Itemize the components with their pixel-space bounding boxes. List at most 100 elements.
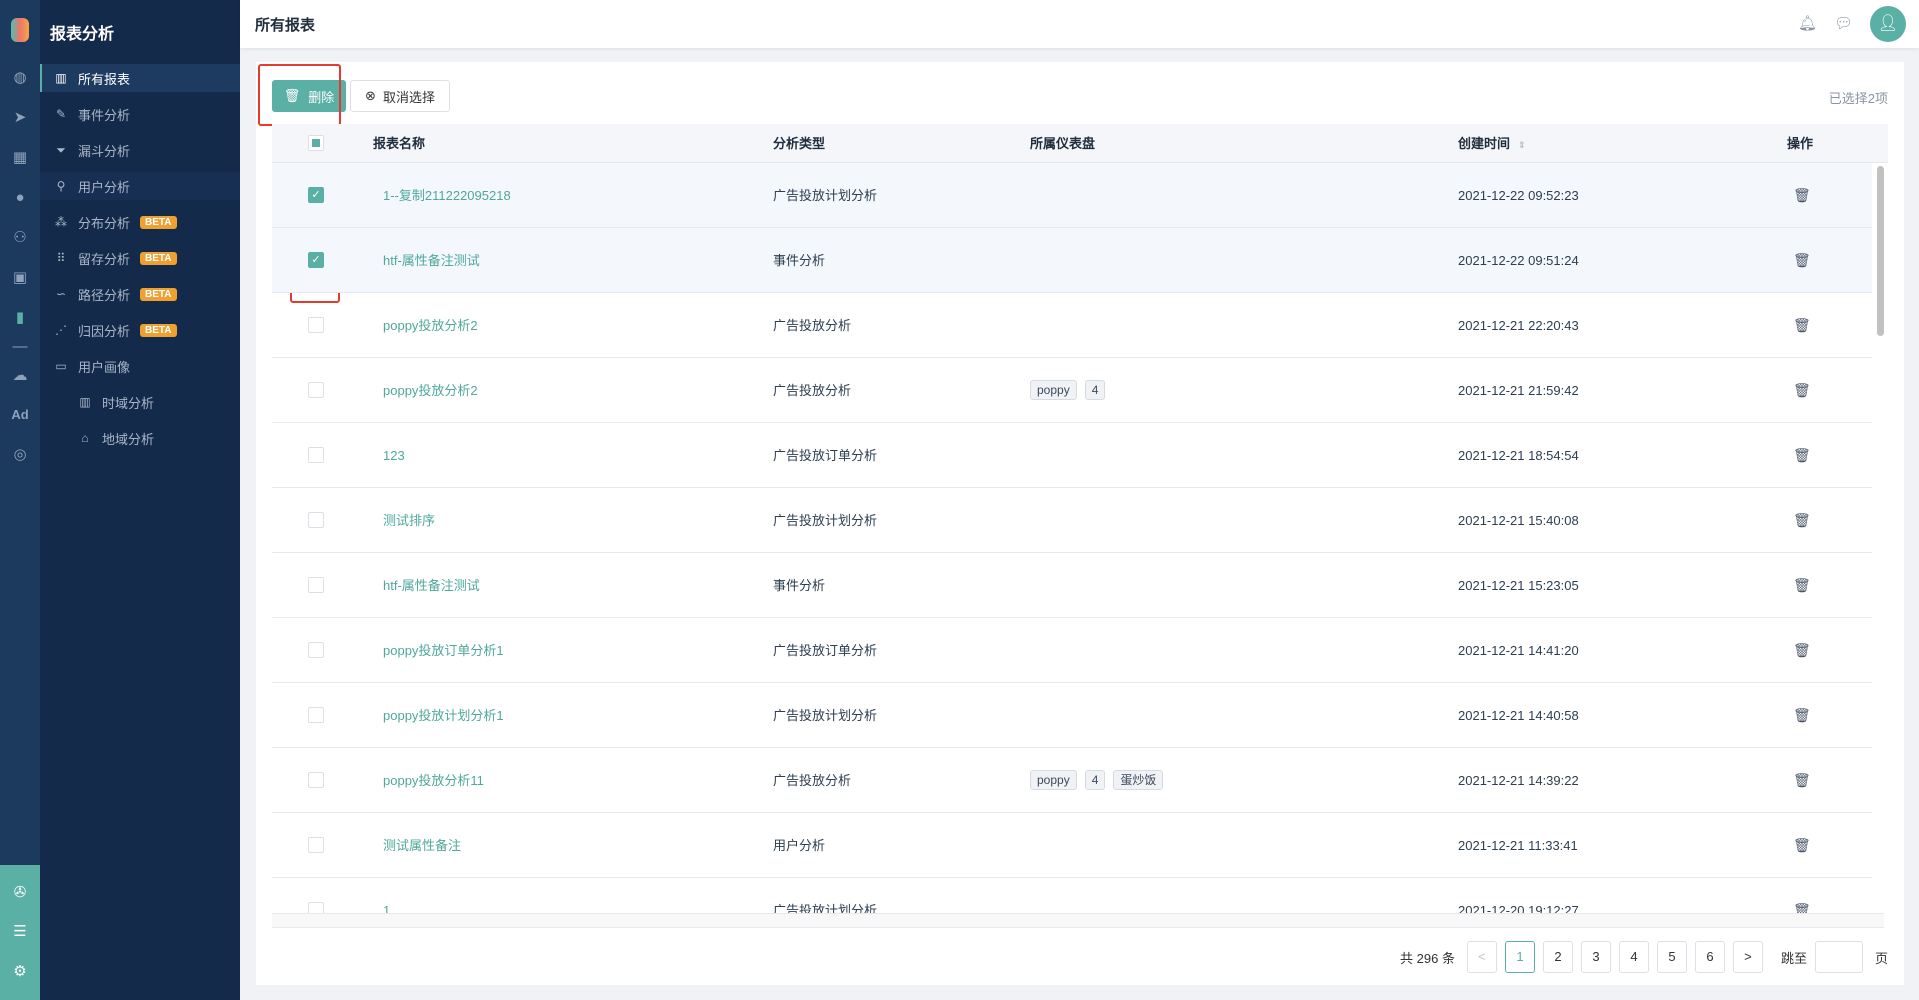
sidebar-item-5[interactable]: ⁂ 分布分析 BETA <box>40 208 240 236</box>
layout-icon[interactable]: ▦ <box>12 149 28 166</box>
delete-row-icon[interactable]: 🗑︎ <box>1793 512 1811 528</box>
sidebar-item-label: 用户分析 <box>78 179 131 195</box>
table-row: poppy投放分析11 广告投放分析 poppy 4 蛋炒饭 2021-12-21 … <box>272 748 1872 813</box>
delete-row-icon[interactable]: 🗑︎ <box>1793 642 1811 658</box>
sort-icon[interactable]: ⇕ <box>1518 140 1526 150</box>
horizontal-scrollbar[interactable] <box>272 913 1884 928</box>
divider: — <box>12 338 28 355</box>
sidebar-item-3[interactable]: ⏷ 漏斗分析 <box>40 136 240 164</box>
delete-row-icon[interactable]: 🗑︎ <box>1793 447 1811 463</box>
delete-row-icon[interactable]: 🗑︎ <box>1793 382 1811 398</box>
row-checkbox[interactable]: ✓ <box>308 252 324 268</box>
report-name-link[interactable]: poppy投放计划分析1 <box>383 708 504 723</box>
delete-row-icon[interactable]: 🗑︎ <box>1793 187 1811 203</box>
report-name-link[interactable]: htf-属性备注测试 <box>383 578 480 593</box>
delete-row-icon[interactable]: 🗑︎ <box>1793 707 1811 723</box>
report-name-link[interactable]: 测试排序 <box>383 513 436 528</box>
row-checkbox[interactable] <box>308 772 324 788</box>
row-checkbox[interactable] <box>308 317 324 333</box>
total-count: 共 296 条 <box>1400 950 1455 966</box>
dashboard-tag[interactable]: 4 <box>1084 769 1106 790</box>
created-time: 2021-12-21 11:33:41 <box>1458 838 1578 853</box>
sidebar-item-9[interactable]: ▭ 用户画像 <box>40 352 240 380</box>
badge-icon[interactable]: ▣ <box>12 269 28 286</box>
row-checkbox[interactable] <box>308 902 324 913</box>
dashboard-tag[interactable]: 蛋炒饭 <box>1113 769 1164 790</box>
cancel-selection-button[interactable]: ⊗ 取消选择 <box>350 80 450 112</box>
edit-doc-icon: ✎ <box>55 107 67 121</box>
sidebar-item-8[interactable]: ⋰ 归因分析 BETA <box>40 316 240 344</box>
row-checkbox[interactable] <box>308 837 324 853</box>
delete-row-icon[interactable]: 🗑︎ <box>1793 577 1811 593</box>
report-name-link[interactable]: 测试属性备注 <box>383 838 462 853</box>
avatar[interactable]: 👤︎ <box>1870 6 1906 42</box>
page-button[interactable]: 3 <box>1580 941 1611 973</box>
gear-icon[interactable]: ⚙ <box>13 963 27 980</box>
select-all-checkbox[interactable] <box>308 135 324 151</box>
analysis-type: 事件分析 <box>773 578 826 593</box>
prev-page-button[interactable]: < <box>1466 941 1497 973</box>
row-checkbox[interactable] <box>308 512 324 528</box>
delete-button[interactable]: 🗑︎ 删除 <box>272 80 346 112</box>
bell-icon[interactable]: 🔔︎ <box>1797 15 1817 32</box>
bar-chart-icon[interactable]: ▮ <box>15 309 25 326</box>
created-time: 2021-12-21 21:59:42 <box>1458 383 1579 398</box>
delete-row-icon[interactable]: 🗑︎ <box>1793 252 1811 268</box>
page-button[interactable]: 5 <box>1656 941 1687 973</box>
dashboard-tag[interactable]: poppy <box>1030 769 1077 790</box>
row-checkbox[interactable] <box>308 577 324 593</box>
row-checkbox[interactable] <box>308 382 324 398</box>
sidebar-item-label: 分布分析 <box>78 215 131 231</box>
target-icon[interactable]: ◎ <box>13 446 27 463</box>
sidebar-item-11[interactable]: ⌂ 地域分析 <box>40 424 240 452</box>
beta-badge: BETA <box>140 323 177 337</box>
row-checkbox[interactable] <box>308 642 324 658</box>
report-name-link[interactable]: 1--复制211222095218 <box>383 188 511 203</box>
delete-row-icon[interactable]: 🗑︎ <box>1793 837 1811 853</box>
user-list-icon: ⚲ <box>56 179 66 193</box>
report-name-link[interactable]: poppy投放分析2 <box>383 383 478 398</box>
sidebar-item-4[interactable]: ⚲ 用户分析 <box>40 172 240 200</box>
icon-rail: ◍ ➤ ▦ ● ⚇ ▣ ▮ — ☁ Ad ◎ ✇ ☰ ⚙ <box>0 0 40 1000</box>
page-button[interactable]: 4 <box>1618 941 1649 973</box>
row-checkbox[interactable]: ✓ <box>308 187 324 203</box>
sidebar-item-6[interactable]: ⠿ 留存分析 BETA <box>40 244 240 272</box>
next-page-button[interactable]: > <box>1732 941 1763 973</box>
delete-row-icon[interactable]: 🗑︎ <box>1793 772 1811 788</box>
sidebar-item-2[interactable]: ✎ 事件分析 <box>40 100 240 128</box>
wechat-icon[interactable]: ☁ <box>12 367 28 384</box>
jump-page-input[interactable] <box>1814 941 1863 973</box>
sidebar-item-7[interactable]: ∽ 路径分析 BETA <box>40 280 240 308</box>
report-name-link[interactable]: poppy投放分析2 <box>383 318 478 333</box>
bar-chart-icon: ▥ <box>79 395 91 409</box>
vertical-scrollbar[interactable] <box>1877 166 1884 336</box>
delete-row-icon[interactable]: 🗑︎ <box>1793 317 1811 333</box>
page-button[interactable]: 2 <box>1542 941 1573 973</box>
dashboard-tag[interactable]: poppy <box>1030 379 1077 400</box>
report-name-link[interactable]: 123 <box>383 448 405 463</box>
row-checkbox[interactable] <box>308 707 324 723</box>
chat-icon[interactable]: 💬︎ <box>1833 15 1853 32</box>
sidebar-item-10[interactable]: ▥ 时域分析 <box>40 388 240 416</box>
send-icon[interactable]: ➤ <box>13 109 27 126</box>
report-name-link[interactable]: poppy投放订单分析1 <box>383 643 504 658</box>
report-name-link[interactable]: htf-属性备注测试 <box>383 253 480 268</box>
page-button[interactable]: 6 <box>1694 941 1725 973</box>
dashboard-tag[interactable]: 4 <box>1084 379 1106 400</box>
user-icon[interactable]: ● <box>15 189 25 206</box>
report-name-link[interactable]: 1 <box>383 903 391 913</box>
delete-row-icon[interactable]: 🗑︎ <box>1793 902 1811 913</box>
col-created[interactable]: 创建时间 ⇕ <box>1458 124 1526 165</box>
server-icon[interactable]: ☰ <box>13 923 27 940</box>
ad-icon[interactable]: Ad <box>11 407 29 422</box>
page-button[interactable]: 1 <box>1504 941 1535 973</box>
created-time: 2021-12-21 22:20:43 <box>1458 318 1579 333</box>
table-row: 测试排序 广告投放计划分析 2021-12-21 15:40:08 🗑︎ <box>272 488 1872 553</box>
row-checkbox[interactable] <box>308 447 324 463</box>
users-icon[interactable]: ⚇ <box>13 229 27 246</box>
sidebar-item-1[interactable]: ▥ 所有报表 <box>40 64 240 92</box>
report-name-link[interactable]: poppy投放分析11 <box>383 773 484 788</box>
dashboard-icon[interactable]: ◍ <box>13 69 27 86</box>
share-network-icon[interactable]: ✇ <box>13 884 27 901</box>
sidebar-item-label: 留存分析 <box>78 251 131 267</box>
